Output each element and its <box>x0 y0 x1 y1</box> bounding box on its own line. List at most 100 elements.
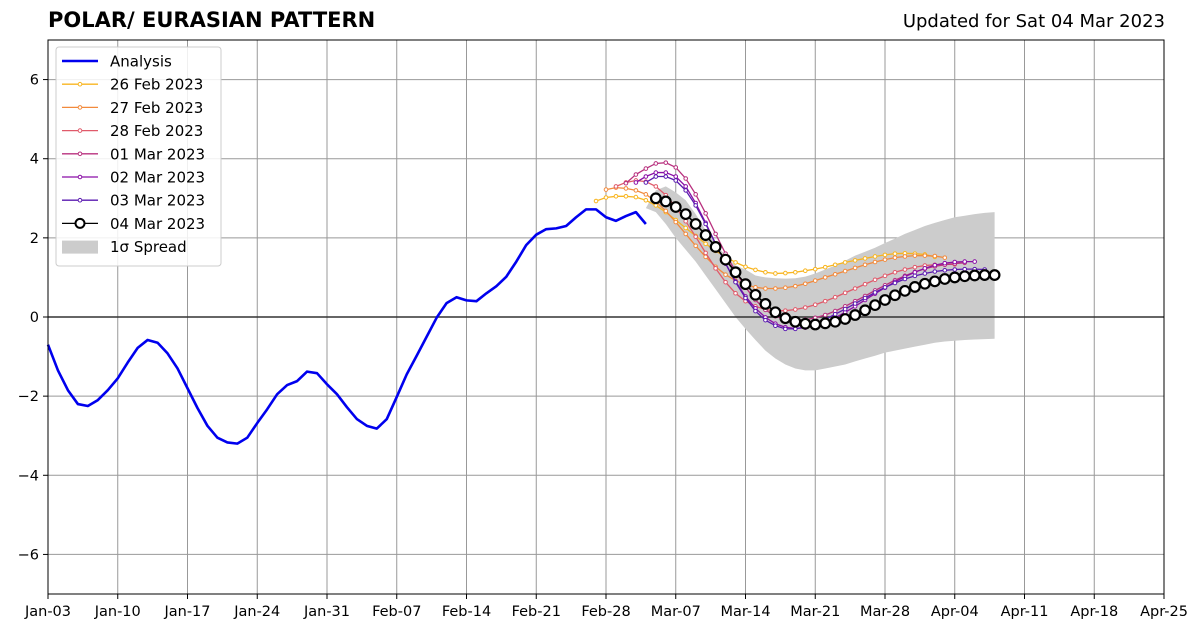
forecast-point <box>673 219 679 225</box>
forecast-point <box>822 298 828 304</box>
forecast-point <box>759 298 772 310</box>
x-tick-label: Apr-18 <box>1070 604 1118 620</box>
forecast-point <box>942 260 948 266</box>
x-tick-label: Apr-11 <box>1001 604 1049 620</box>
y-tick-label: −6 <box>18 547 39 563</box>
forecast-point <box>812 278 818 283</box>
forecast-point <box>693 192 698 197</box>
x-tick-label: Mar-14 <box>720 604 770 620</box>
y-tick-label: 0 <box>30 310 39 326</box>
forecast-point <box>839 313 852 325</box>
forecast-point <box>673 178 679 183</box>
chart-title: POLAR/ EURASIAN PATTERN <box>48 8 376 32</box>
forecast-point <box>769 306 782 319</box>
legend-label: 02 Mar 2023 <box>110 169 205 187</box>
legend-item: 01 Mar 2023 <box>62 145 205 163</box>
forecast-point <box>912 269 918 275</box>
forecast-point <box>643 192 649 197</box>
legend-label: 04 Mar 2023 <box>110 215 205 233</box>
forecast-point <box>852 258 858 263</box>
forecast-point <box>789 315 802 328</box>
forecast-point <box>962 259 968 264</box>
forecast-point <box>852 265 858 271</box>
forecast-point <box>852 286 858 291</box>
forecast-point <box>918 277 931 290</box>
forecast-point <box>683 188 689 193</box>
forecast-point <box>623 186 629 191</box>
forecast-point <box>842 260 848 265</box>
legend-item: 26 Feb 2023 <box>62 76 203 94</box>
forecast-point <box>633 172 639 177</box>
forecast-point <box>783 285 788 291</box>
forecast-point <box>842 290 848 296</box>
forecast-point <box>729 266 742 279</box>
analysis-line <box>46 208 647 445</box>
forecast-point <box>753 267 758 273</box>
x-tick-label: Mar-28 <box>860 604 910 620</box>
forecast-point <box>723 272 728 277</box>
forecast-point <box>753 285 758 290</box>
forecast-point <box>623 194 629 199</box>
forecast-point <box>912 253 918 258</box>
legend-item: 28 Feb 2023 <box>62 122 203 140</box>
forecast-point <box>733 260 738 265</box>
forecast-point <box>852 301 858 306</box>
forecast-point <box>942 255 948 260</box>
forecast-point <box>693 203 698 208</box>
forecast-point <box>899 284 911 297</box>
forecast-point <box>793 307 798 312</box>
forecast-point <box>763 286 768 291</box>
forecast-point <box>822 312 828 318</box>
forecast-point <box>842 306 848 312</box>
forecast-point <box>938 273 951 285</box>
forecast-point <box>663 160 669 165</box>
forecast-point <box>763 317 768 323</box>
x-axis: Jan-03 Jan-10 Jan-17 Jan-24 Jan-31 Feb-07 Feb-… <box>24 594 1188 620</box>
forecast-point <box>733 290 738 296</box>
forecast-point <box>932 262 938 268</box>
legend-item: Analysis <box>62 53 172 71</box>
legend-marker <box>74 217 86 229</box>
forecast-point <box>739 278 752 291</box>
x-tick-label: Feb-21 <box>512 604 561 620</box>
forecast-point <box>872 290 878 295</box>
forecast-point <box>928 275 941 288</box>
forecast-point <box>713 231 718 237</box>
forecast-point <box>703 211 708 216</box>
x-tick-label: Apr-25 <box>1140 604 1188 620</box>
forecast-point <box>673 165 679 170</box>
forecast-point <box>633 194 639 200</box>
x-tick-label: Jan-24 <box>233 604 280 620</box>
forecast-point <box>773 323 778 329</box>
forecast-point <box>832 311 838 317</box>
forecast-point <box>643 180 649 185</box>
x-tick-label: Apr-04 <box>931 604 979 620</box>
forecast-point <box>693 234 698 239</box>
forecast-point <box>783 270 788 276</box>
forecast-point <box>892 255 898 260</box>
legend-label: 26 Feb 2023 <box>110 76 203 94</box>
forecast-point <box>633 180 639 185</box>
forecast-point <box>932 269 938 274</box>
forecast-point <box>952 267 958 272</box>
forecast-point <box>892 251 898 256</box>
forecast-point <box>862 256 868 261</box>
forecast-point <box>783 308 788 313</box>
forecast-layer <box>593 160 1001 332</box>
forecast-point <box>879 294 891 306</box>
forecast-point <box>872 259 878 265</box>
forecast-point <box>832 262 838 268</box>
forecast-point <box>679 208 692 221</box>
forecast-point <box>822 275 828 280</box>
forecast-point <box>812 302 818 308</box>
chart-subtitle: Updated for Sat 04 Mar 2023 <box>902 11 1165 32</box>
legend-marker <box>77 105 83 110</box>
forecast-point <box>902 254 908 259</box>
forecast-point <box>809 318 822 331</box>
forecast-point <box>802 305 808 310</box>
forecast-point <box>908 281 921 293</box>
forecast-point <box>689 218 702 230</box>
legend-marker <box>77 128 83 133</box>
legend-label: 01 Mar 2023 <box>110 145 205 163</box>
